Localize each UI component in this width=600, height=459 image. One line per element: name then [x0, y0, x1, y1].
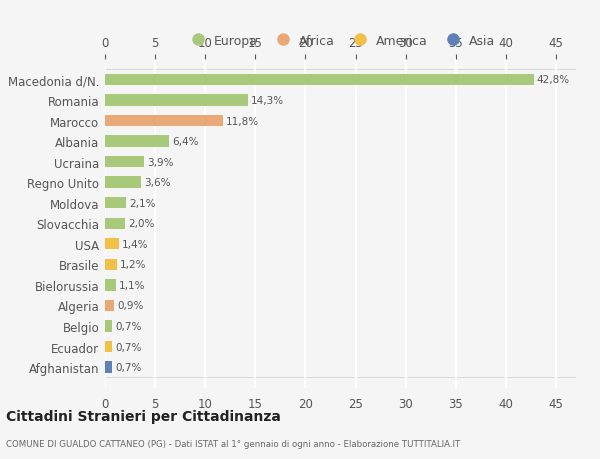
- Text: 1,1%: 1,1%: [119, 280, 146, 290]
- Text: 6,4%: 6,4%: [172, 137, 199, 147]
- Text: 2,1%: 2,1%: [129, 198, 155, 208]
- Text: 1,2%: 1,2%: [120, 260, 146, 270]
- Bar: [105, 95, 248, 106]
- Text: 0,7%: 0,7%: [115, 342, 142, 352]
- Text: 3,6%: 3,6%: [144, 178, 170, 188]
- Text: 1,4%: 1,4%: [122, 239, 149, 249]
- Bar: [105, 280, 116, 291]
- Text: Cittadini Stranieri per Cittadinanza: Cittadini Stranieri per Cittadinanza: [6, 409, 281, 423]
- Bar: [105, 259, 117, 270]
- Text: 0,7%: 0,7%: [115, 321, 142, 331]
- Bar: [105, 218, 125, 230]
- Text: 14,3%: 14,3%: [251, 96, 284, 106]
- Bar: [105, 341, 112, 353]
- Bar: [105, 116, 223, 127]
- Text: 11,8%: 11,8%: [226, 116, 259, 126]
- Bar: [105, 362, 112, 373]
- Bar: [105, 177, 141, 188]
- Bar: [105, 198, 126, 209]
- Text: COMUNE DI GUALDO CATTANEO (PG) - Dati ISTAT al 1° gennaio di ogni anno - Elabora: COMUNE DI GUALDO CATTANEO (PG) - Dati IS…: [6, 439, 460, 448]
- Bar: [105, 300, 114, 311]
- Text: 2,0%: 2,0%: [128, 219, 154, 229]
- Bar: [105, 321, 112, 332]
- Text: 0,7%: 0,7%: [115, 362, 142, 372]
- Bar: [105, 75, 534, 86]
- Bar: [105, 157, 144, 168]
- Legend: Europa, Africa, America, Asia: Europa, Africa, America, Asia: [181, 30, 500, 53]
- Bar: [105, 136, 169, 147]
- Text: 3,9%: 3,9%: [147, 157, 173, 167]
- Bar: [105, 239, 119, 250]
- Text: 42,8%: 42,8%: [537, 75, 570, 85]
- Text: 0,9%: 0,9%: [117, 301, 143, 311]
